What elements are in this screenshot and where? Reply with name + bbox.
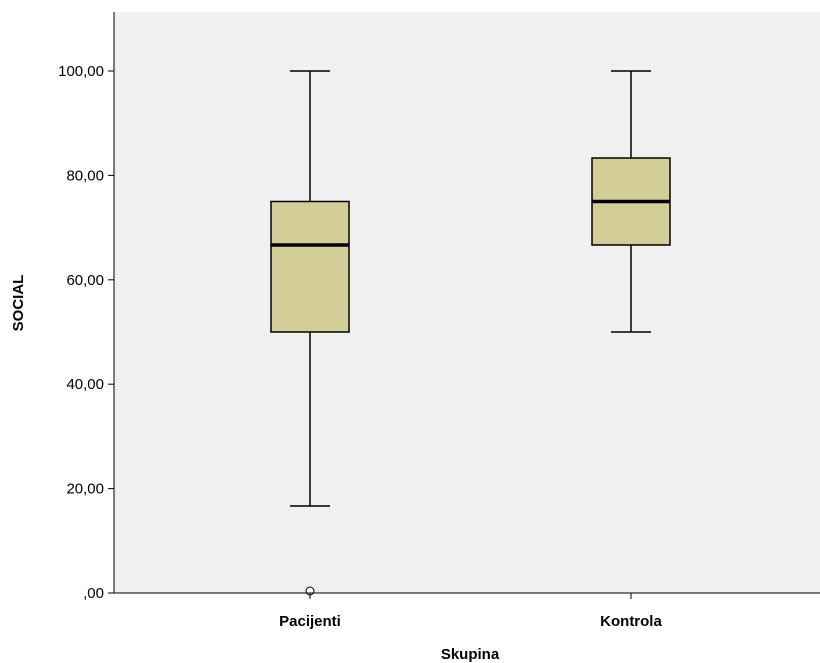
y-ticks: ,00 20,00 40,00 60,00 80,00 100,00 [58, 63, 114, 602]
box-kontrola [591, 70, 671, 333]
y-tick-label: 60,00 [66, 272, 104, 289]
x-category-label: Pacijenti [279, 613, 341, 630]
y-tick-label: 100,00 [58, 63, 104, 80]
x-category-label: Kontrola [600, 613, 662, 630]
box-pacijenti [270, 70, 350, 596]
y-axis-title: SOCIAL [10, 275, 27, 332]
y-tick-label: 20,00 [66, 481, 104, 498]
y-tick-label: 80,00 [66, 167, 104, 184]
y-tick-label: ,00 [83, 585, 104, 602]
iqr-box [270, 200, 350, 333]
plot-area [114, 12, 820, 593]
x-axis-title: Skupina [441, 646, 500, 663]
x-categories: Pacijenti Kontrola [279, 593, 662, 630]
y-tick-label: 40,00 [66, 376, 104, 393]
boxes-layer [270, 70, 671, 596]
